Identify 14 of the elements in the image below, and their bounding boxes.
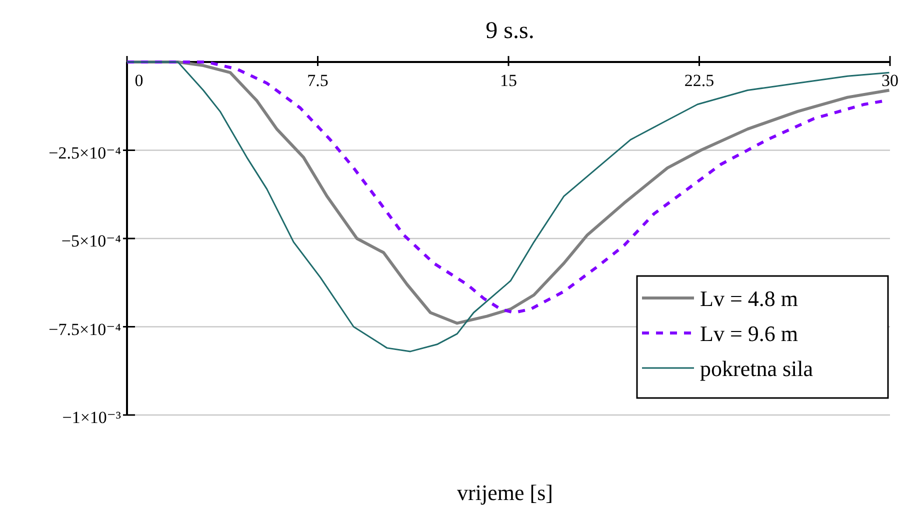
y-tick-label: −5×10⁻⁴ xyxy=(61,232,122,250)
y-tick-label: −7.5×10⁻⁴ xyxy=(48,320,122,339)
x-tick-label: 7.5 xyxy=(307,71,328,90)
x-tick-label: 30 xyxy=(882,71,898,90)
x-tick-label: 15 xyxy=(500,71,517,90)
x-tick-label: 0 xyxy=(134,71,144,90)
legend-label: Lv = 4.8 m xyxy=(700,286,798,311)
legend-label: pokretna sila xyxy=(700,356,814,381)
chart-title: 9 s.s. xyxy=(486,18,534,44)
y-tick-label: −2.5×10⁻⁴ xyxy=(48,143,122,162)
x-axis-title: vrijeme [s] xyxy=(457,480,553,505)
x-tick-label: 22.5 xyxy=(684,71,714,90)
y-tick-label: −1×10⁻³ xyxy=(62,408,121,427)
legend-label: Lv = 9.6 m xyxy=(700,321,798,346)
